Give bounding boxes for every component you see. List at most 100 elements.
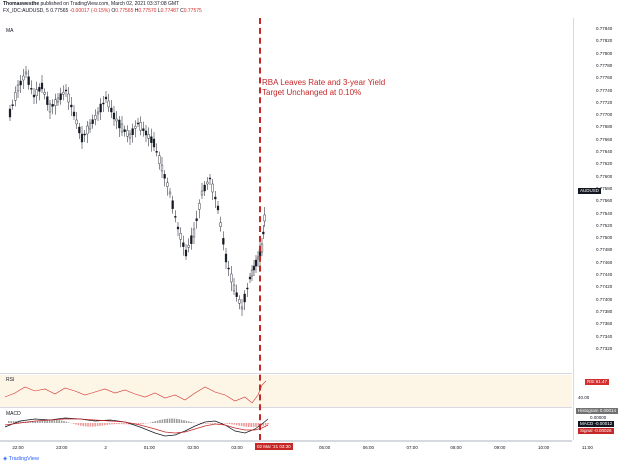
macd-histogram-bar — [159, 419, 161, 423]
candle-body — [14, 92, 17, 101]
candle-body — [75, 119, 78, 125]
candle-body — [174, 216, 177, 218]
candle-body — [171, 200, 174, 209]
macd-histogram-bar — [48, 419, 51, 423]
time-tick-label: 09:00 — [494, 445, 506, 450]
macd-histogram-bar — [243, 423, 245, 427]
rsi-pane[interactable]: RSI — [0, 375, 572, 408]
macd-histogram-bar — [221, 423, 224, 424]
macd-histogram-bar — [248, 423, 250, 428]
candle-body — [35, 89, 38, 96]
macd-label[interactable]: MACD — [6, 411, 21, 417]
macd-histogram-bar — [118, 423, 120, 425]
macd-histogram-bar — [257, 423, 260, 427]
macd-histogram-bar — [34, 421, 36, 423]
macd-histogram-bar — [8, 420, 10, 423]
tradingview-logo-icon: ◈ — [3, 456, 8, 462]
price-tick-label: 0.77780 — [596, 62, 613, 68]
macd-histogram-bar — [144, 423, 147, 424]
time-tick-label: 11:00 — [581, 445, 593, 450]
open-value: 0.77565 — [115, 8, 134, 14]
macd-histogram-bar — [190, 421, 192, 423]
macd-histogram-badge: Histogram 0.00014 — [576, 408, 619, 414]
candle-body — [211, 183, 214, 193]
macd-histogram-bar — [92, 423, 94, 427]
price-tick-label: 0.77420 — [596, 284, 613, 290]
candle-body — [260, 243, 264, 253]
time-tick-label: 06:00 — [362, 445, 375, 450]
candle-body — [72, 111, 76, 117]
price-tick-label: 0.77400 — [596, 296, 613, 302]
candle-body — [11, 104, 14, 106]
price-tick-label: 0.77620 — [596, 161, 613, 167]
last-price: 0.77565 — [50, 8, 69, 14]
macd-histogram-bar — [99, 423, 101, 426]
macd-histogram-bar — [41, 420, 44, 423]
macd-histogram-bar — [96, 423, 99, 427]
price-tick-label: 0.77340 — [596, 333, 613, 339]
rsi-line — [4, 380, 267, 404]
price-tick-label: 0.77520 — [596, 222, 613, 228]
price-tick-label: 0.77840 — [596, 26, 613, 31]
candle-body — [262, 231, 265, 235]
candle-body — [203, 184, 206, 192]
macd-histogram-bar — [264, 423, 267, 426]
macd-histogram-bar — [154, 421, 156, 423]
macd-histogram-bar — [137, 423, 140, 425]
candle-body — [246, 287, 249, 290]
macd-histogram-bar — [80, 423, 82, 426]
chart-annotation[interactable]: RBA Leaves Rate and 3-year Yield Target … — [262, 78, 385, 98]
rsi-line-chart — [4, 380, 267, 404]
macd-histogram-bar — [236, 423, 238, 426]
candle-body — [115, 118, 118, 122]
candle-body — [83, 133, 86, 136]
annotation-line-2: Target Unchanged at 0.10% — [262, 88, 362, 97]
macd-histogram-bar — [226, 423, 228, 424]
macd-histogram-bar — [106, 423, 108, 425]
published-info: published on TradingView.com, March 02, … — [40, 1, 180, 7]
macd-histogram-bar — [204, 423, 207, 424]
high-value: 0.77570 — [138, 8, 157, 14]
candle-body — [19, 80, 22, 86]
macd-histogram-bar — [15, 421, 17, 423]
chart-header-ohlc: FX_IDC:AUDUSD, 5 0.77565 -0.00017 (-0.15… — [3, 8, 202, 14]
candle-body — [136, 122, 140, 125]
candle-body — [179, 233, 182, 240]
macd-histogram-bar — [29, 421, 32, 423]
candle-body — [158, 155, 161, 164]
candle-body — [235, 292, 238, 297]
candle-body — [91, 119, 94, 124]
ma-indicator-label[interactable]: MA — [6, 28, 14, 34]
tradingview-footer[interactable]: ◈ TradingView — [3, 456, 39, 462]
macd-histogram-bar — [173, 418, 176, 423]
signal-value-badge: Signal -0.00026 — [578, 428, 614, 434]
macd-pane[interactable]: MACD — [0, 409, 572, 441]
time-tick-label: 02:00 — [187, 445, 199, 450]
macd-histogram-bar — [262, 423, 264, 426]
price-axis[interactable]: 0.77840 0.77820 0.77800 0.77780 0.77760 0.777… — [573, 18, 624, 440]
candle-body — [8, 108, 12, 118]
candle-body — [206, 181, 209, 185]
candle-body — [30, 88, 33, 90]
price-tick-label: 0.77440 — [596, 272, 613, 277]
price-chart-pane[interactable] — [0, 18, 572, 374]
macd-histogram-bar — [58, 420, 60, 423]
macd-histogram-bar — [185, 420, 188, 423]
macd-chart — [4, 417, 269, 437]
macd-histogram-bar — [94, 423, 96, 427]
price-tick-label: 0.77540 — [596, 210, 613, 216]
price-tick-label: 0.77760 — [596, 75, 613, 81]
candle-body — [155, 151, 158, 153]
candle-body — [24, 71, 28, 75]
candle-body — [214, 196, 217, 200]
candle-body — [256, 256, 260, 260]
macd-histogram-bar — [212, 423, 214, 424]
candle-body — [32, 94, 36, 98]
rsi-label[interactable]: RSI — [6, 377, 15, 383]
candle-body — [176, 226, 180, 230]
macd-histogram-bar — [12, 421, 15, 423]
macd-histogram-bar — [46, 419, 48, 423]
candle-body — [102, 102, 105, 105]
macd-histogram-bar — [63, 421, 65, 423]
candle-body — [67, 93, 70, 103]
